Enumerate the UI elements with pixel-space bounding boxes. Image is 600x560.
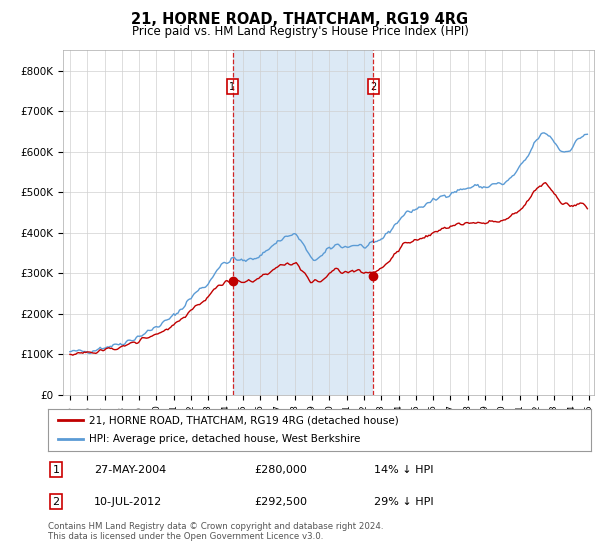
Text: 27-MAY-2004: 27-MAY-2004 bbox=[94, 465, 166, 475]
Text: 14% ↓ HPI: 14% ↓ HPI bbox=[374, 465, 433, 475]
Text: Contains HM Land Registry data © Crown copyright and database right 2024.
This d: Contains HM Land Registry data © Crown c… bbox=[48, 522, 383, 542]
Text: 10-JUL-2012: 10-JUL-2012 bbox=[94, 497, 163, 507]
Text: £292,500: £292,500 bbox=[254, 497, 307, 507]
Text: 29% ↓ HPI: 29% ↓ HPI bbox=[374, 497, 433, 507]
Text: 2: 2 bbox=[53, 497, 60, 507]
Text: 21, HORNE ROAD, THATCHAM, RG19 4RG (detached house): 21, HORNE ROAD, THATCHAM, RG19 4RG (deta… bbox=[89, 415, 398, 425]
Text: 1: 1 bbox=[53, 465, 59, 475]
Text: 21, HORNE ROAD, THATCHAM, RG19 4RG: 21, HORNE ROAD, THATCHAM, RG19 4RG bbox=[131, 12, 469, 27]
Text: HPI: Average price, detached house, West Berkshire: HPI: Average price, detached house, West… bbox=[89, 435, 360, 445]
Text: 1: 1 bbox=[229, 82, 236, 92]
Bar bbox=[233, 50, 373, 395]
Text: 2: 2 bbox=[370, 82, 376, 92]
Text: £280,000: £280,000 bbox=[254, 465, 307, 475]
Text: Price paid vs. HM Land Registry's House Price Index (HPI): Price paid vs. HM Land Registry's House … bbox=[131, 25, 469, 38]
